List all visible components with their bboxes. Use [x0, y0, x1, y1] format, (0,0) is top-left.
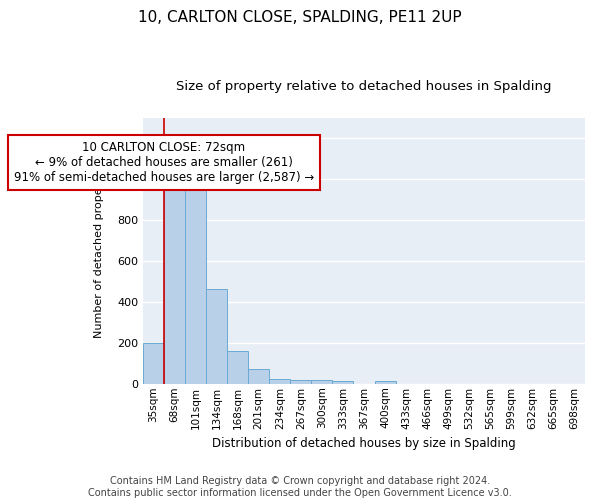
Text: 10 CARLTON CLOSE: 72sqm
← 9% of detached houses are smaller (261)
91% of semi-de: 10 CARLTON CLOSE: 72sqm ← 9% of detached… — [14, 142, 314, 184]
Bar — [143, 343, 164, 384]
Bar — [248, 370, 269, 384]
Bar — [290, 380, 311, 384]
Bar — [374, 382, 395, 384]
Title: Size of property relative to detached houses in Spalding: Size of property relative to detached ho… — [176, 80, 552, 93]
Bar — [269, 378, 290, 384]
Text: 10, CARLTON CLOSE, SPALDING, PE11 2UP: 10, CARLTON CLOSE, SPALDING, PE11 2UP — [138, 10, 462, 25]
Bar — [206, 288, 227, 384]
X-axis label: Distribution of detached houses by size in Spalding: Distribution of detached houses by size … — [212, 437, 516, 450]
Bar — [311, 380, 332, 384]
Bar — [332, 382, 353, 384]
Bar — [164, 188, 185, 384]
Bar — [227, 351, 248, 384]
Text: Contains HM Land Registry data © Crown copyright and database right 2024.
Contai: Contains HM Land Registry data © Crown c… — [88, 476, 512, 498]
Y-axis label: Number of detached properties: Number of detached properties — [94, 163, 104, 338]
Bar — [185, 188, 206, 384]
